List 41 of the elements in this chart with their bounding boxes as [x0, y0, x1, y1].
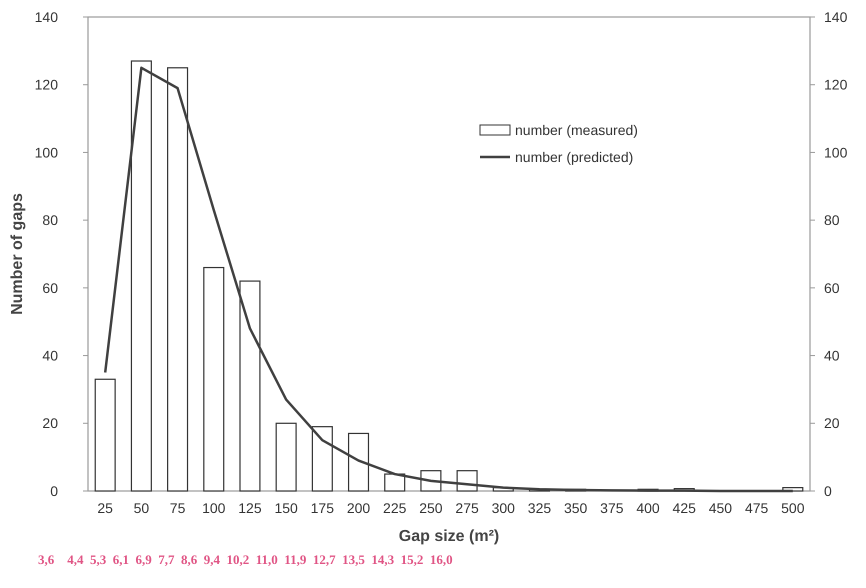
y2-tick-label: 60 [824, 280, 840, 296]
x-tick-label: 475 [744, 500, 769, 516]
y-tick-label: 100 [34, 144, 58, 160]
x-tick-label: 275 [455, 500, 479, 516]
x-tick-label: 300 [492, 500, 516, 516]
x-tick-label: 75 [170, 500, 186, 516]
x-tick-label: 450 [708, 500, 732, 516]
x-tick-label: 500 [781, 500, 805, 516]
x-tick-label: 50 [134, 500, 150, 516]
y2-tick-label: 120 [824, 76, 848, 93]
y-tick-label: 140 [34, 8, 58, 25]
legend-label: number (predicted) [515, 148, 634, 165]
y2-tick-label: 40 [824, 347, 840, 364]
y-tick-label: 60 [42, 280, 58, 296]
y-tick-label: 120 [34, 76, 58, 93]
x-tick-label: 250 [419, 500, 443, 516]
legend-label: number (measured) [515, 122, 638, 138]
y-tick-label: 80 [42, 212, 58, 228]
y-axis-title: Number of gaps [9, 193, 26, 315]
x-tick-label: 425 [672, 500, 696, 516]
x-tick-label: 200 [346, 500, 370, 516]
y-tick-label: 0 [50, 482, 58, 499]
x-tick-label: 25 [97, 500, 114, 516]
x-tick-label: 350 [564, 500, 588, 516]
x-tick-label: 125 [238, 500, 262, 516]
x-tick-label: 100 [202, 500, 226, 516]
y2-tick-label: 20 [824, 415, 840, 432]
y2-tick-label: 100 [824, 144, 848, 160]
y2-tick-label: 0 [824, 482, 832, 499]
x-tick-label: 225 [383, 500, 407, 516]
x-tick-label: 400 [636, 500, 660, 516]
x-tick-label: 175 [310, 500, 334, 516]
text: 3,6 4,4 5,3 6,1 6,9 7,7 8,6 9,4 10,2 11,0 11,9 12,7 13,5 14,3 15,2 16,0 [38, 552, 453, 567]
y2-tick-label: 80 [824, 212, 840, 228]
x-tick-label: 325 [528, 500, 552, 516]
y2-tick-label: 140 [824, 8, 848, 25]
x-tick-label: 375 [600, 500, 624, 516]
y-tick-label: 20 [42, 415, 58, 432]
x-axis-title: Gap size (m²) [398, 528, 500, 545]
y-tick-label: 40 [42, 347, 58, 364]
x-tick-label: 150 [274, 500, 298, 516]
